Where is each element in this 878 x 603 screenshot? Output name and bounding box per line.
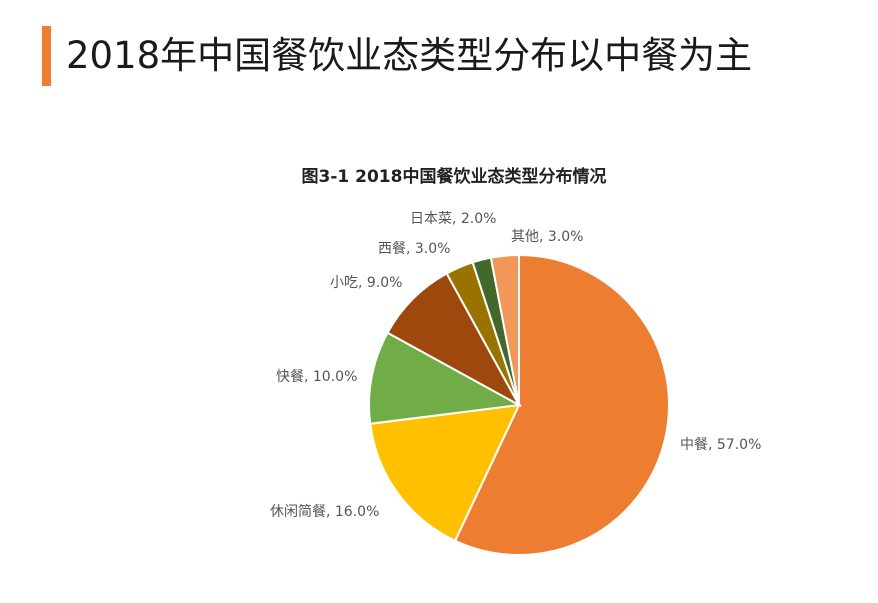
pie-slice-1 — [453, 253, 670, 556]
slice-label-3: 快餐, 10.0% — [276, 369, 357, 385]
chart-title: 图3-1 2018中国餐饮业态类型分布情况 — [301, 167, 607, 187]
slice-label-6: 日本菜, 2.0% — [410, 211, 496, 227]
slice-label-4: 小吃, 9.0% — [330, 275, 402, 291]
pie-slice-4 — [386, 272, 522, 408]
pie-slice-2 — [369, 403, 521, 543]
page-title: 2018年中国餐饮业态类型分布以中餐为主 — [66, 34, 753, 77]
slice-label-1: 中餐, 57.0% — [680, 437, 761, 453]
slice-label-7: 其他, 3.0% — [511, 229, 583, 245]
slice-label-5: 西餐, 3.0% — [378, 241, 450, 257]
pie-slice-7 — [489, 253, 520, 406]
pie-slice-3 — [368, 331, 523, 425]
title-accent-bar — [42, 26, 51, 86]
slice-label-2: 休闲简餐, 16.0% — [270, 503, 379, 520]
